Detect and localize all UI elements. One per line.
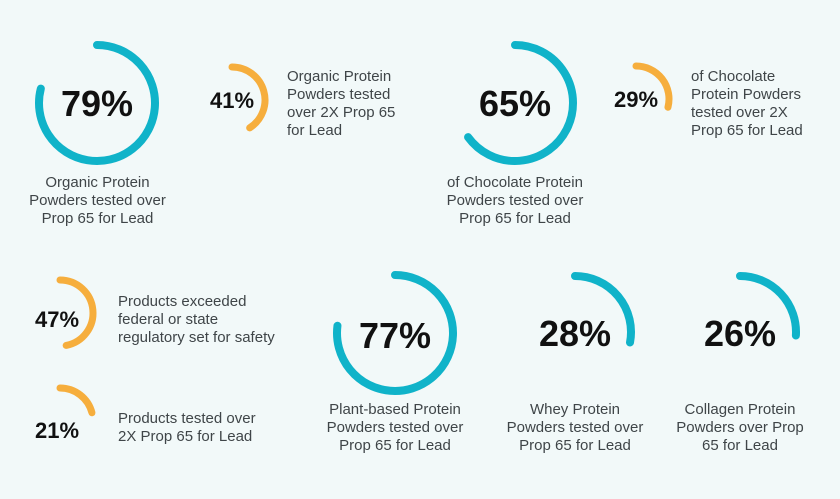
caption-line: federal or state (118, 311, 219, 328)
progress-arc (464, 41, 577, 165)
progress-ring-organic-41 (228, 63, 269, 132)
caption-plant-77: Plant-based Protein Powders tested over Pr… (315, 401, 475, 455)
caption-line: Powders tested over (446, 192, 584, 209)
caption-products-21: Products tested over 2X Prop 65 for Lead (118, 410, 256, 446)
caption-line: Prop 65 for Lead (459, 210, 571, 227)
caption-organic-79: Organic Protein Powders tested over Prop 6… (20, 174, 175, 228)
caption-line: Powders tested over (29, 192, 166, 209)
caption-line: Plant-based Protein (329, 401, 461, 418)
caption-line: Products tested over (118, 410, 256, 427)
caption-chocolate-65: of Chocolate Protein Powders tested over P… (430, 174, 600, 228)
caption-line: Prop 65 for Lead (691, 122, 803, 139)
caption-collagen-26: Collagen Protein Powders over Prop 65 for … (660, 401, 820, 455)
caption-line: for Lead (287, 122, 343, 139)
progress-ring-collagen-26 (736, 272, 800, 340)
caption-line: Collagen Protein (684, 401, 796, 418)
percent-organic-41: 41% (209, 88, 255, 113)
percent-products-21: 21% (34, 418, 80, 443)
caption-line: tested over 2X (691, 104, 788, 121)
progress-arc (35, 41, 159, 165)
progress-arc (736, 272, 800, 340)
caption-line: Powders tested over (326, 419, 464, 436)
percent-chocolate-29: 29% (613, 87, 659, 112)
caption-organic-41: Organic Protein Powders tested over 2X Pro… (287, 68, 395, 140)
caption-line: Organic Protein (287, 68, 392, 85)
caption-regulatory-47: Products exceeded federal or state regulat… (118, 293, 275, 347)
progress-arc (632, 62, 673, 111)
percent-collagen-26: 26% (703, 313, 777, 354)
progress-ring-regulatory-47 (56, 276, 97, 349)
caption-line: Prop 65 for Lead (339, 437, 451, 454)
caption-line: Organic Protein (45, 174, 150, 191)
progress-arc (56, 276, 97, 349)
caption-line: of Chocolate Protein (447, 174, 583, 191)
percent-chocolate-65: 65% (478, 83, 552, 124)
progress-ring-whey-28 (571, 272, 635, 347)
caption-line: regulatory set for safety (118, 329, 275, 346)
caption-line: 2X Prop 65 for Lead (118, 428, 253, 445)
caption-line: of Chocolate (691, 68, 776, 85)
percent-whey-28: 28% (538, 313, 612, 354)
percent-plant-77: 77% (358, 315, 432, 356)
progress-ring-organic-79 (35, 41, 159, 165)
progress-ring-products-21 (56, 384, 96, 417)
progress-ring-chocolate-29 (632, 62, 673, 111)
progress-arc (56, 384, 96, 417)
caption-line: over 2X Prop 65 (287, 104, 396, 121)
caption-line: Powders tested over (506, 419, 644, 436)
progress-arc (333, 271, 457, 395)
caption-line: Powders over Prop (676, 419, 804, 436)
caption-line: Products exceeded (118, 293, 247, 310)
percent-regulatory-47: 47% (34, 307, 80, 332)
percent-organic-79: 79% (60, 83, 134, 124)
progress-ring-plant-77 (333, 271, 457, 395)
progress-arc (571, 272, 635, 347)
caption-line: Prop 65 for Lead (519, 437, 631, 454)
caption-line: Protein Powders (691, 86, 802, 103)
caption-chocolate-29: of Chocolate Protein Powders tested over 2… (691, 68, 803, 140)
caption-line: Powders tested (287, 86, 391, 103)
progress-ring-chocolate-65 (464, 41, 577, 165)
caption-line: 65 for Lead (702, 437, 778, 454)
caption-line: Prop 65 for Lead (41, 210, 154, 227)
caption-line: Whey Protein (529, 401, 621, 418)
progress-arc (228, 63, 269, 132)
caption-whey-28: Whey Protein Powders tested over Prop 65 f… (495, 401, 655, 455)
